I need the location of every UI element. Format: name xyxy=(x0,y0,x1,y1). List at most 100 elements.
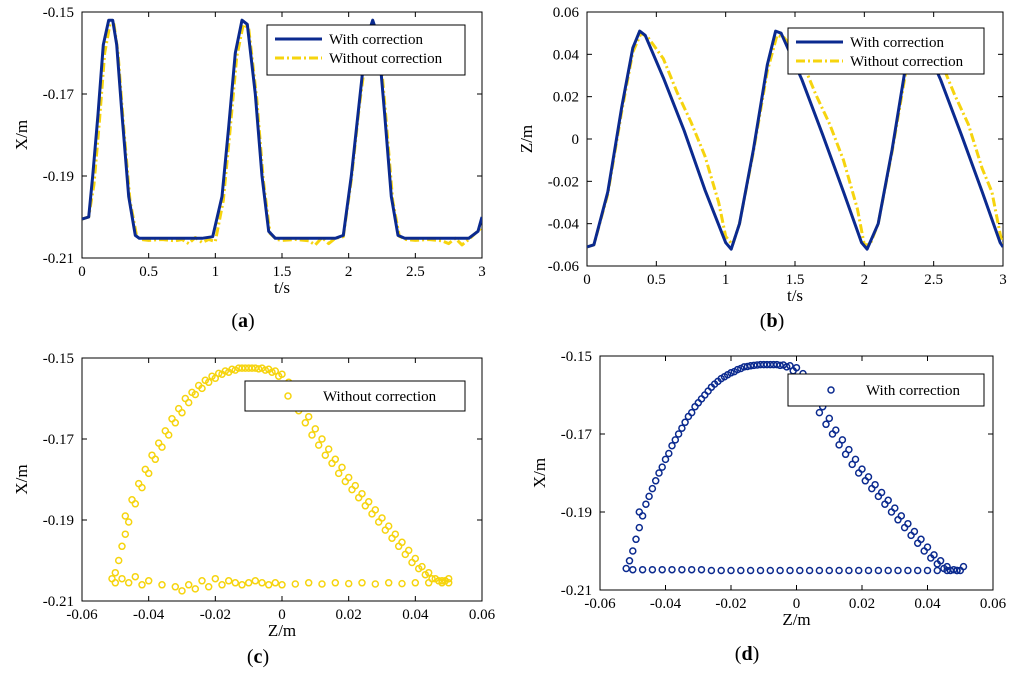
data-point xyxy=(658,565,666,574)
data-point xyxy=(828,430,837,438)
data-point xyxy=(194,381,203,390)
data-point xyxy=(244,579,253,587)
data-point xyxy=(645,492,653,501)
x-tick-label: 0 xyxy=(78,264,86,280)
data-point xyxy=(687,565,696,574)
x-axis-label: Z/m xyxy=(782,610,810,629)
plot-area xyxy=(82,18,482,247)
data-point xyxy=(178,587,186,595)
x-tick-label: 2 xyxy=(345,264,353,280)
y-axis-label: X/m xyxy=(12,120,31,150)
data-point xyxy=(622,564,630,573)
data-point xyxy=(825,414,834,423)
chart-panel: -0.06 -0.04 -0.02 0 0.02 0.04 0.06 -0.15 -0.17 -0… xyxy=(12,351,496,668)
data-point xyxy=(746,566,755,575)
data-point xyxy=(815,566,824,575)
data-point xyxy=(894,516,902,524)
data-point xyxy=(874,566,883,575)
x-tick-label: -0.06 xyxy=(66,607,98,623)
y-tick-label: -0.15 xyxy=(43,351,74,367)
data-point xyxy=(678,424,686,432)
legend-box xyxy=(244,380,466,412)
data-point xyxy=(635,508,644,516)
data-point xyxy=(727,566,735,575)
data-point xyxy=(913,566,922,575)
data-point xyxy=(318,580,326,588)
data-point xyxy=(348,485,356,494)
data-point xyxy=(723,370,732,379)
data-point xyxy=(678,565,686,574)
x-tick-label: 0 xyxy=(583,272,591,288)
legend-label: With correction xyxy=(850,35,944,51)
data-point xyxy=(668,565,676,574)
legend-label: Without correction xyxy=(329,51,443,67)
data-point xyxy=(841,450,850,459)
data-point xyxy=(737,566,745,575)
data-point xyxy=(338,463,346,472)
data-point xyxy=(154,439,163,447)
y-tick-label: -0.19 xyxy=(43,169,74,185)
data-point xyxy=(128,496,136,504)
data-point xyxy=(786,566,794,575)
y-tick-label: -0.17 xyxy=(43,87,75,103)
data-point xyxy=(134,479,143,488)
data-point xyxy=(920,547,928,555)
data-point xyxy=(684,412,693,421)
data-point xyxy=(907,531,915,540)
data-point xyxy=(766,566,775,575)
x-tick-label: 3 xyxy=(999,272,1007,288)
y-tick-label: -0.19 xyxy=(43,513,74,529)
data-point xyxy=(301,419,310,427)
data-point xyxy=(198,577,206,585)
data-point xyxy=(756,566,765,575)
data-point xyxy=(658,463,666,471)
data-point xyxy=(158,581,166,589)
data-point xyxy=(141,465,150,474)
data-point xyxy=(717,374,725,383)
data-point xyxy=(444,574,453,583)
data-point xyxy=(825,566,834,575)
data-point xyxy=(268,368,276,376)
data-point xyxy=(191,585,200,593)
data-point xyxy=(368,510,376,518)
data-point xyxy=(311,425,320,433)
x-tick-label: 0.04 xyxy=(402,607,429,623)
data-point xyxy=(661,455,670,464)
y-tick-label: -0.21 xyxy=(43,251,74,267)
data-point xyxy=(923,566,932,575)
data-point xyxy=(697,565,706,574)
data-point xyxy=(331,579,340,587)
x-tick-label: 0.06 xyxy=(469,607,496,623)
data-point xyxy=(854,566,863,575)
data-point xyxy=(629,565,637,574)
data-point xyxy=(388,534,396,542)
data-point xyxy=(398,579,406,588)
chart-panel: 0 0.5 1 1.5 2 2.5 3 -0.15 -0.17 -0.19 -0.21 t/s X/m W… xyxy=(12,5,486,332)
legend-box xyxy=(266,24,466,76)
data-point xyxy=(144,577,153,585)
data-point xyxy=(238,581,246,589)
x-axis-label: t/s xyxy=(787,286,803,305)
data-point xyxy=(717,566,725,575)
data-point xyxy=(401,550,410,559)
y-tick-label: -0.21 xyxy=(43,594,74,610)
data-point xyxy=(188,388,196,397)
data-point xyxy=(835,441,843,449)
plot-area xyxy=(108,364,453,595)
data-point xyxy=(782,363,791,371)
data-point xyxy=(254,365,263,373)
data-point xyxy=(344,579,353,588)
data-point xyxy=(815,408,824,417)
data-point xyxy=(111,579,120,587)
data-point xyxy=(321,451,330,459)
data-point xyxy=(444,579,453,587)
x-axis-label: Z/m xyxy=(268,621,296,640)
data-point xyxy=(707,566,716,575)
y-tick-label: -0.04 xyxy=(548,217,580,233)
x-tick-label: 2.5 xyxy=(406,264,425,280)
series-line xyxy=(82,18,482,240)
data-point xyxy=(118,542,126,551)
x-tick-label: 1.5 xyxy=(786,272,805,288)
data-point xyxy=(838,436,847,444)
data-point xyxy=(940,564,948,573)
